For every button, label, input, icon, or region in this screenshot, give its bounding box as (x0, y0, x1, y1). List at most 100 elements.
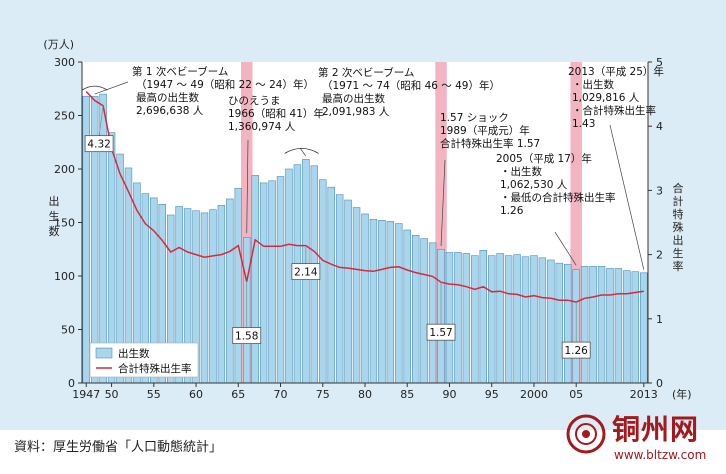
bar-1997 (504, 255, 513, 384)
bar-1963 (217, 205, 226, 384)
bar-1984 (395, 223, 403, 384)
value-label-box-1973 (291, 263, 321, 281)
legend-line-label: 合計特殊出生率 (118, 362, 192, 375)
x-tick-label: 95 (485, 388, 499, 401)
bar-1998 (513, 254, 521, 384)
value-label-1949: 4.32 (87, 139, 110, 151)
bar-2003 (555, 262, 564, 384)
x-tick-label: 50 (105, 388, 119, 401)
x-tick-label: 65 (231, 388, 245, 401)
bar-1968 (259, 182, 268, 384)
y-left-tick-label: 0 (68, 377, 75, 390)
y-left-tick-label: 50 (61, 324, 75, 337)
highlight-stripe-1989 (435, 62, 447, 383)
x-tick-label: 2013 (630, 388, 658, 401)
bar-1990 (445, 252, 454, 384)
legend-bar-label: 出生数 (118, 347, 150, 360)
bar-2000 (530, 255, 538, 384)
value-label-1966: 1.58 (235, 331, 258, 343)
bar-1970 (276, 176, 285, 384)
y-right-tick-label: 0 (656, 377, 663, 390)
value-label-1973: 2.14 (294, 267, 318, 279)
value-label-1989: 1.57 (429, 327, 452, 339)
bar-1988 (428, 242, 437, 384)
annotation-boom2: 第 2 次ベビーブーム（1971 ～ 74（昭和 46 ～ 49）年）最高の出生… (318, 66, 500, 118)
bar-2004 (564, 263, 572, 384)
bar-1986 (411, 235, 420, 384)
annotation-boom1: 第 1 次ベビーブーム（1947 ～ 49（昭和 22 ～ 24）年）最高の出生… (132, 65, 314, 117)
bar-1965 (234, 187, 243, 384)
annotation-hinoe: ひのえうま 1966（昭和 41）年 1,360,974 人 (228, 95, 324, 133)
value-label-box-2005 (561, 341, 591, 359)
bar-2001 (538, 257, 547, 384)
bar-1979 (352, 207, 361, 384)
y-right-tick-label: 4 (656, 120, 663, 133)
bar-1964 (226, 198, 234, 384)
bar-1981 (369, 218, 378, 384)
bar-1977 (335, 194, 344, 384)
annotation-leader-boom1 (94, 81, 129, 95)
y-left-unit: (万人) (43, 38, 74, 51)
bar-2009 (606, 268, 614, 384)
bar-1987 (420, 238, 428, 384)
bar-2006 (580, 266, 589, 384)
value-label-box-1966 (232, 327, 262, 344)
annotation-leader-boom2 (299, 147, 307, 157)
y-left-tick-label: 100 (54, 270, 75, 283)
y-right-tick-label: 3 (656, 184, 663, 197)
bar-1961 (200, 212, 209, 384)
x-tick-label: 60 (189, 388, 203, 401)
y-right-tick-label: 1 (656, 313, 663, 326)
bar-1996 (496, 253, 504, 384)
bar-1983 (386, 221, 395, 384)
highlight-stripe-2005 (570, 62, 582, 383)
x-unit: (年) (672, 387, 692, 401)
bar-1978 (344, 199, 352, 384)
bar-2008 (597, 266, 606, 384)
x-tick-label: 80 (358, 388, 372, 401)
bar-1980 (361, 213, 369, 384)
bar-1995 (487, 255, 496, 384)
y-left-tick-label: 200 (54, 163, 75, 176)
y-left-title: 出生数 (49, 194, 60, 238)
y-right-tick-label: 5 (656, 56, 663, 69)
bar-2011 (623, 270, 631, 384)
bar-1992 (462, 253, 471, 384)
x-tick-label: 70 (274, 388, 288, 401)
value-label-box-1949 (84, 135, 114, 153)
value-label-leader (98, 105, 104, 136)
bar-2010 (614, 268, 623, 384)
bar-1969 (268, 180, 276, 384)
legend-bar-swatch (95, 347, 113, 359)
y-left-tick-label: 300 (54, 56, 75, 69)
annotation-y2013: 2013（平成 25）年・出生数 1,029,816 人・合計特殊出生率 1.43 (568, 65, 664, 130)
bar-1993 (471, 255, 479, 384)
watermark-title: 铜州网 (612, 413, 700, 446)
y-right-tick-label: 2 (656, 249, 663, 262)
source-note: 資料：厚生労働省「人口動態統計」 (14, 440, 223, 455)
annotation-leader-y2005 (554, 231, 577, 266)
bar-1962 (209, 209, 217, 384)
boom2-bracket (284, 147, 319, 154)
chart-panel: 0 50 100 150 200 250 300 0 1 2 3 4 5 1947 50 55 60 65 70 75… (0, 0, 726, 430)
x-tick-label: 90 (442, 388, 456, 401)
watermark-logo: 铜州网 www.bltzw.com (566, 408, 716, 470)
x-tick-label: 75 (316, 388, 330, 401)
annotation-y2005: 2005（平成 17）年・出生数 1,062,530 人・最低の合計特殊出生率 1.… (496, 152, 616, 217)
bar-1967 (251, 175, 259, 384)
seal-icon (566, 414, 606, 454)
x-tick-label: 2000 (520, 388, 548, 401)
y-left-tick-label: 250 (54, 110, 75, 123)
y-left-tick-label: 150 (54, 217, 75, 230)
boom1-bracket (81, 85, 108, 91)
bar-1985 (403, 229, 411, 384)
bar-1991 (454, 252, 462, 384)
bar-1982 (378, 220, 386, 384)
y-right-title: 合計特殊出生率 (673, 181, 684, 273)
annotation-leader-hinoe (246, 139, 249, 234)
value-label-2005: 1.26 (564, 345, 588, 357)
bar-2002 (547, 259, 555, 384)
x-tick-label: 1947 (72, 388, 100, 401)
bar-2012 (631, 271, 640, 384)
